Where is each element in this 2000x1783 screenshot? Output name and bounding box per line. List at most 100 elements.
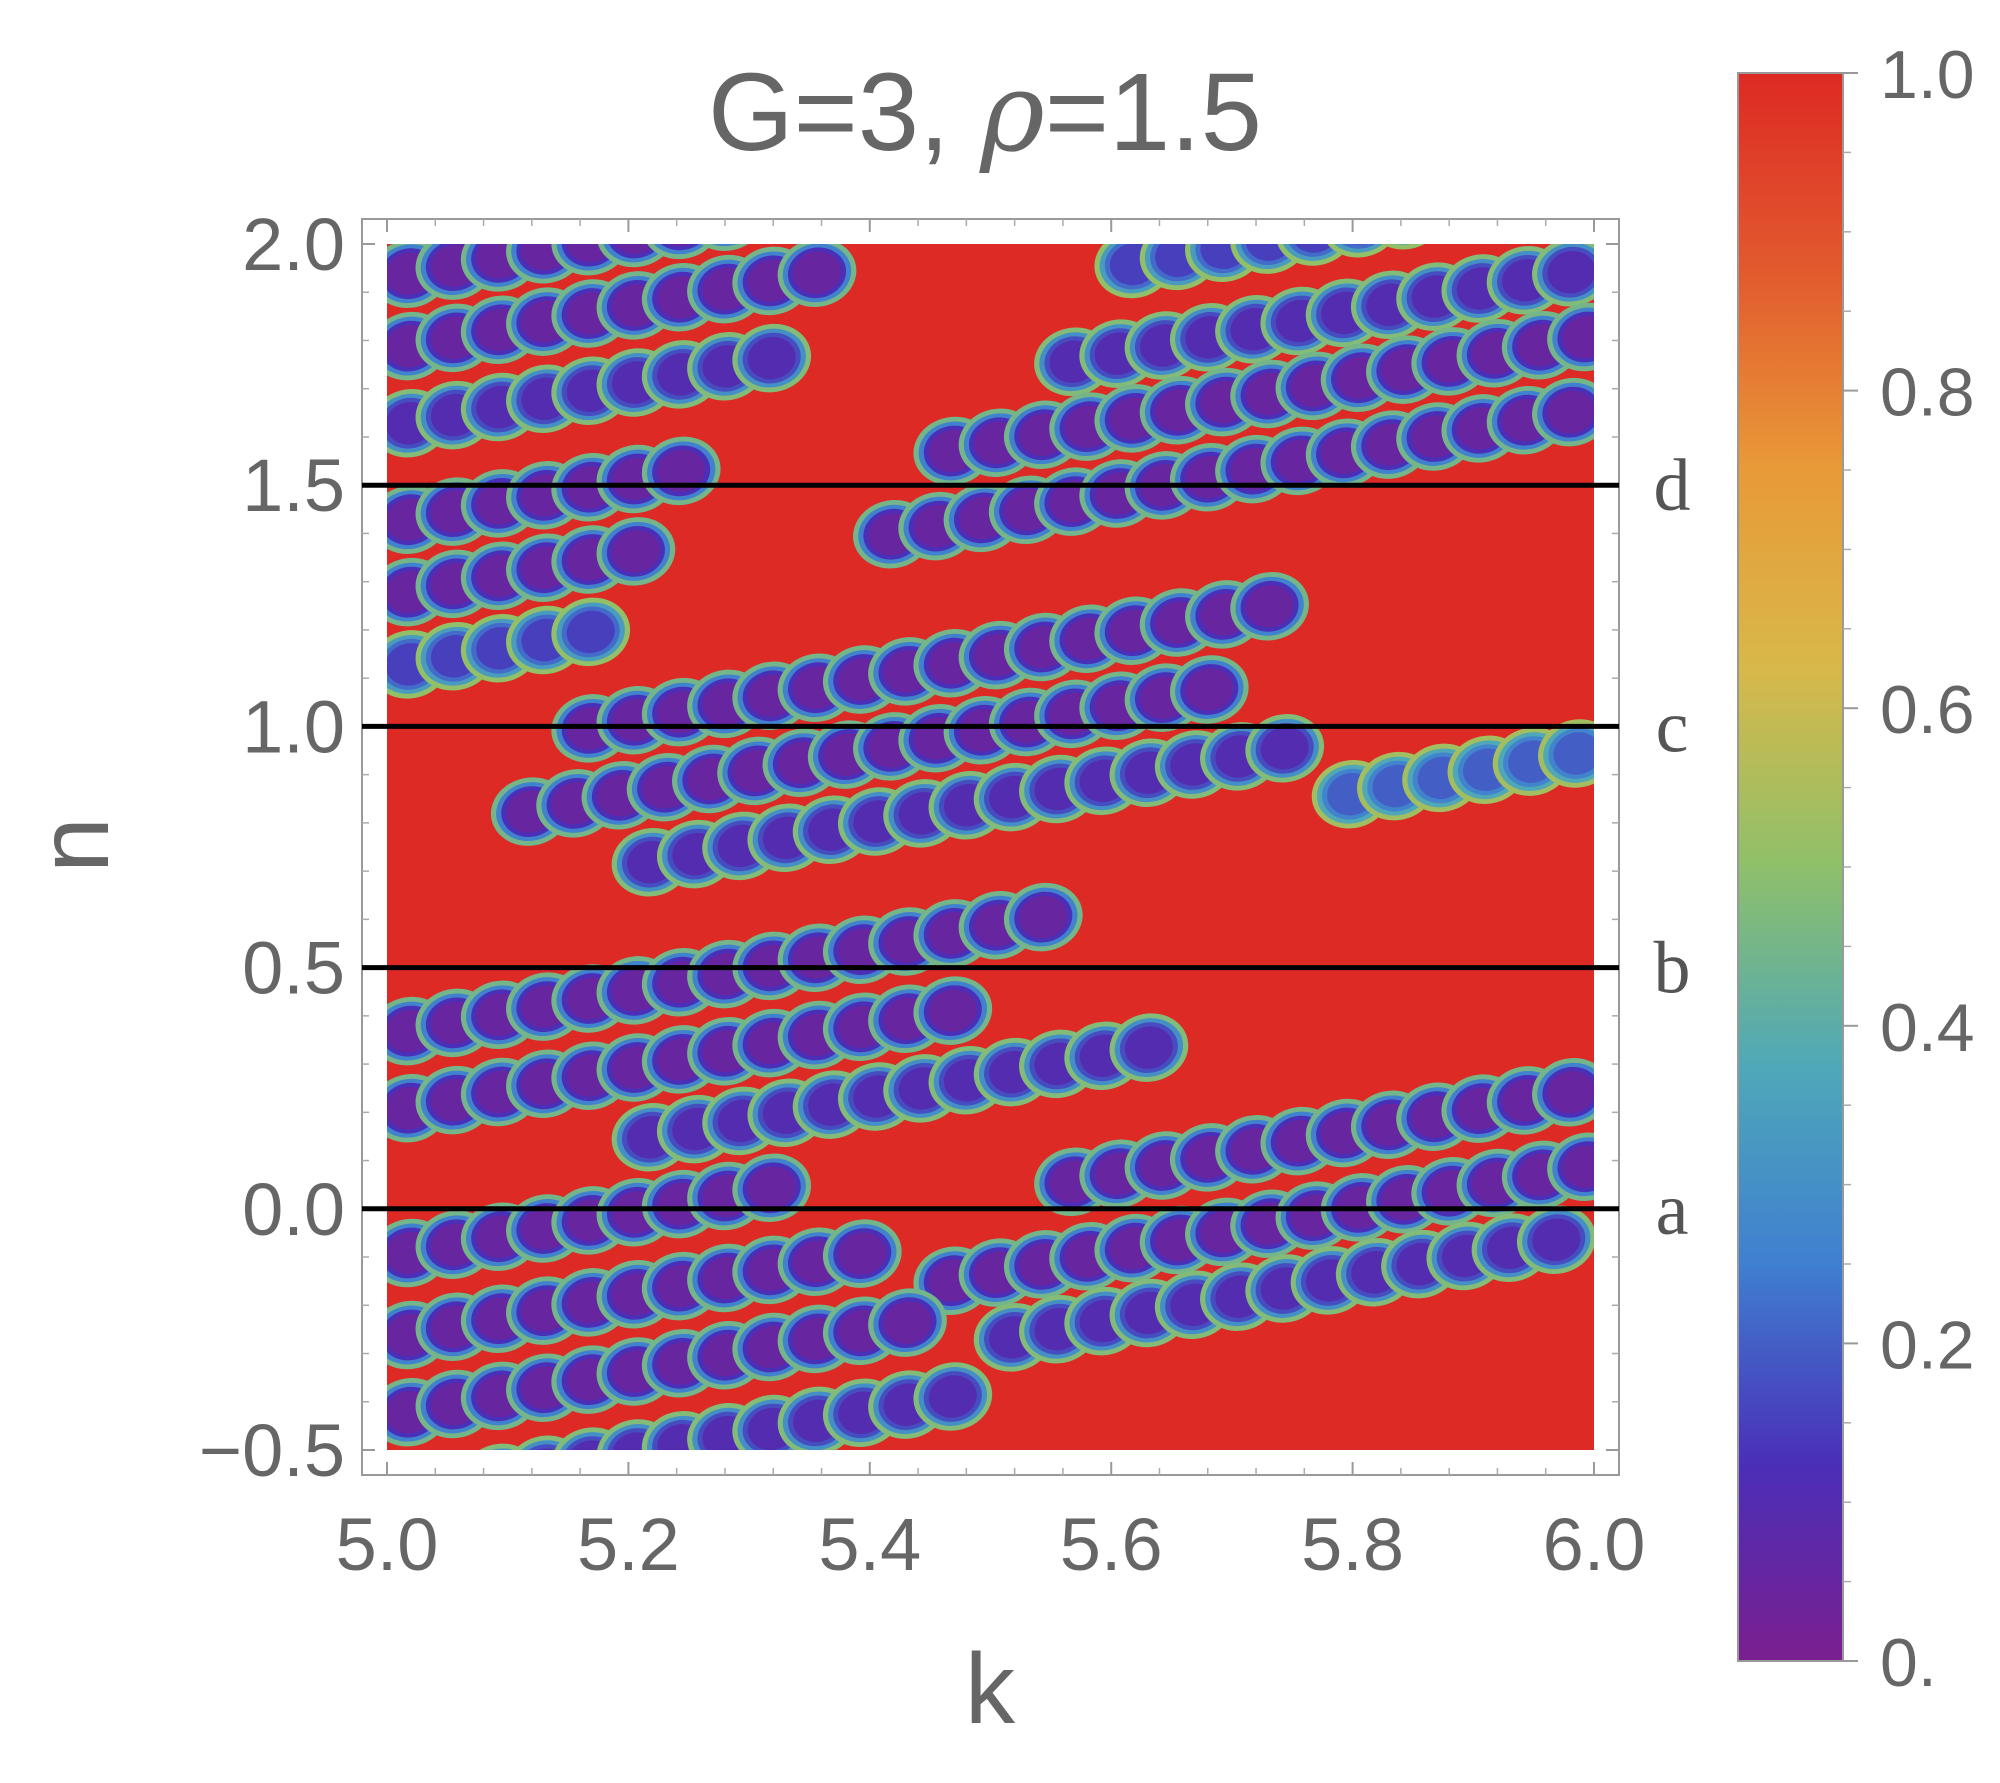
resonance-cell: [747, 336, 796, 380]
colorbar: 0. 0.2 0.4 0.6 0.8 1.0: [1737, 37, 1975, 1701]
resonance-cell: [521, 1448, 570, 1450]
resonance-cell: [1417, 176, 1485, 237]
resonance-cell: [1562, 1145, 1594, 1188]
heatmap-layer: [387, 157, 1594, 1508]
x-axis-label: k: [965, 1633, 1016, 1745]
horizontal-lines: a b c d: [362, 445, 1691, 1251]
resonance-band: [1311, 719, 1594, 829]
plot-area: [387, 157, 1594, 1508]
resonance-cell: [793, 251, 841, 295]
resonance-band: [611, 1013, 1189, 1172]
resonance-cell: [1562, 315, 1594, 359]
resonance-cell: [1260, 727, 1309, 770]
resonance-band: [387, 882, 1083, 1066]
x-tick-label: 5.6: [1060, 1503, 1163, 1586]
colorbar-gradient: [1737, 72, 1844, 1662]
y-tick-label: 2.0: [242, 203, 345, 286]
resonance-cell: [1336, 244, 1385, 245]
resonance-cell: [1371, 244, 1440, 245]
colorbar-tick-label: 0.4: [1880, 990, 1975, 1066]
resonance-cell: [1185, 668, 1234, 711]
resonance-cell: [928, 1375, 977, 1418]
resonance-cell: [466, 1447, 534, 1508]
resonance-cell: [747, 1166, 796, 1210]
resonance-band: [853, 377, 1594, 569]
resonance-cell: [692, 244, 761, 247]
colorbar-tick-label: 1.0: [1880, 37, 1975, 113]
y-tick-label: −0.5: [199, 1409, 345, 1492]
resonance-cell: [466, 1448, 535, 1450]
resonance-cell: [744, 183, 800, 234]
resonance-band: [1094, 157, 1542, 299]
resonance-cell: [777, 165, 856, 236]
resonance-cell: [611, 530, 660, 573]
colorbar-tick-label: 0.2: [1880, 1307, 1975, 1383]
resonance-band: [387, 517, 676, 627]
resonance-cell: [738, 178, 806, 239]
resonance-cell: [1547, 250, 1594, 294]
resonance-cell: [693, 186, 761, 247]
resonance-cell: [1547, 390, 1594, 434]
y-tick-label: 1.0: [242, 685, 345, 768]
resonance-band: [1034, 1058, 1594, 1217]
colorbar-tick-label: 0.6: [1880, 672, 1975, 748]
resonance-cell: [1405, 166, 1497, 249]
x-tick-label: 5.2: [577, 1503, 680, 1586]
resonance-cell: [1532, 1218, 1581, 1261]
resonance-cell: [883, 1301, 932, 1344]
resonance-band: [387, 976, 993, 1143]
x-axis-ticks: 5.0 5.2 5.4 5.6 5.8 6.0: [336, 219, 1646, 1586]
resonance-band: [460, 1362, 993, 1508]
x-tick-label: 5.4: [818, 1503, 921, 1586]
y-tick-label: 1.5: [242, 444, 345, 527]
resonance-cell: [928, 989, 977, 1032]
resonance-cell: [1124, 1026, 1173, 1069]
resonance-cell: [1462, 168, 1530, 229]
resonance-cell: [1468, 173, 1524, 224]
colorbar-tick-label: 0.8: [1880, 355, 1975, 431]
resonance-cell: [1245, 585, 1294, 628]
resonance-cell: [1411, 171, 1490, 242]
resonance-band: [387, 323, 812, 458]
resonance-band: [387, 244, 857, 381]
x-tick-label: 6.0: [1543, 1503, 1646, 1586]
resonance-band: [913, 302, 1594, 486]
colorbar-tick-label: 0.: [1880, 1625, 1937, 1701]
y-axis-label: n: [18, 817, 130, 873]
reference-line-label-d: d: [1654, 445, 1691, 527]
resonance-cell: [657, 244, 706, 247]
resonance-cell: [657, 449, 706, 493]
y-axis-ticks: −0.5 0.0 0.5 1.0 1.5 2.0: [199, 203, 1619, 1492]
resonance-cell: [1456, 163, 1535, 234]
resonance-band: [1034, 244, 1594, 396]
resonance-cell: [1423, 181, 1479, 232]
resonance-cell: [726, 167, 818, 250]
resonance-cell: [1372, 184, 1440, 245]
resonance-cell: [1450, 157, 1542, 240]
reference-line-label-c: c: [1656, 686, 1689, 768]
resonance-band: [387, 1288, 947, 1447]
x-tick-label: 5.8: [1301, 1503, 1404, 1586]
y-tick-label: 0.0: [242, 1168, 345, 1251]
plot-frame: [361, 218, 1620, 1476]
reference-line-label-a: a: [1656, 1169, 1689, 1251]
resonance-cell: [1019, 895, 1068, 939]
resonance-cell: [1547, 1071, 1594, 1114]
x-tick-label: 5.0: [336, 1503, 439, 1586]
colorbar-ticks: 0. 0.2 0.4 0.6 0.8 1.0: [1843, 37, 1975, 1701]
resonance-band: [387, 1219, 902, 1370]
resonance-cell: [838, 1232, 887, 1275]
chart-title: G=3, ρ=1.5: [708, 48, 1262, 176]
y-tick-label: 0.5: [242, 927, 345, 1010]
resonance-cell: [1553, 732, 1594, 775]
resonance-band: [551, 572, 1309, 763]
resonance-cell: [566, 610, 615, 654]
resonance-cell: [1377, 190, 1433, 241]
resonance-cell: [699, 191, 755, 242]
resonance-band: [973, 1205, 1594, 1372]
resonance-band: [490, 655, 1249, 846]
resonance-cell: [732, 173, 811, 244]
resonance-cell: [783, 170, 851, 231]
reference-line-label-b: b: [1654, 928, 1691, 1010]
